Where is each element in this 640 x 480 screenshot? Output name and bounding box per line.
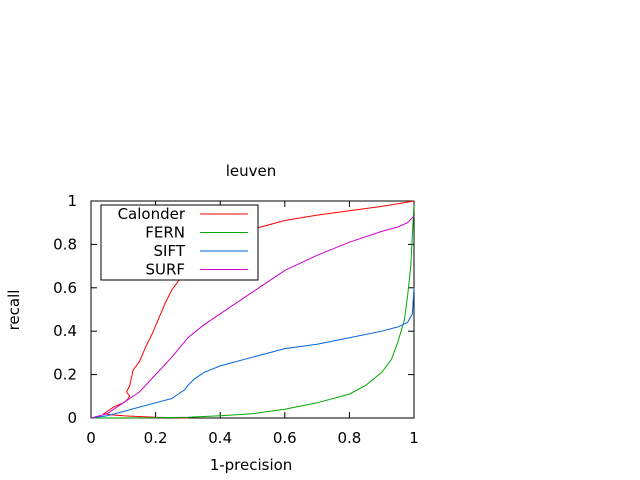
- legend-label-fern: FERN: [145, 224, 185, 242]
- legend-label-sift: SIFT: [154, 242, 186, 260]
- series-line-calonder: [102, 200, 415, 419]
- y-axis-ticks: 0 0.2 0.4 0.6 0.8 1: [53, 192, 414, 427]
- series-line-sift: [90, 287, 415, 419]
- x-tick-label: 0: [86, 429, 96, 447]
- legend-label-calonder: Calonder: [118, 205, 186, 223]
- x-axis-label: 1-precision: [210, 456, 293, 474]
- x-tick-label: 1: [409, 429, 419, 447]
- x-tick-label: 0.2: [144, 429, 168, 447]
- y-tick-label: 1: [67, 192, 77, 210]
- x-axis-ticks: 0 0.2 0.4 0.6 0.8 1: [86, 201, 419, 447]
- y-tick-label: 0.4: [53, 322, 77, 340]
- x-tick-label: 0.8: [337, 429, 361, 447]
- plot-frame: [90, 200, 415, 419]
- legend-label-surf: SURF: [145, 261, 185, 279]
- x-tick-label: 0.4: [208, 429, 232, 447]
- y-tick-label: 0: [67, 409, 77, 427]
- y-tick-label: 0.2: [53, 366, 77, 384]
- legend-box: [100, 204, 259, 281]
- y-tick-label: 0.8: [53, 235, 77, 253]
- x-tick-label: 0.6: [273, 429, 297, 447]
- chart-title: leuven: [226, 162, 277, 180]
- y-tick-label: 0.6: [53, 279, 77, 297]
- series-line-surf: [90, 215, 415, 419]
- y-axis-label: recall: [5, 290, 23, 331]
- series-lines: [90, 200, 415, 419]
- series-line-fern: [90, 205, 415, 419]
